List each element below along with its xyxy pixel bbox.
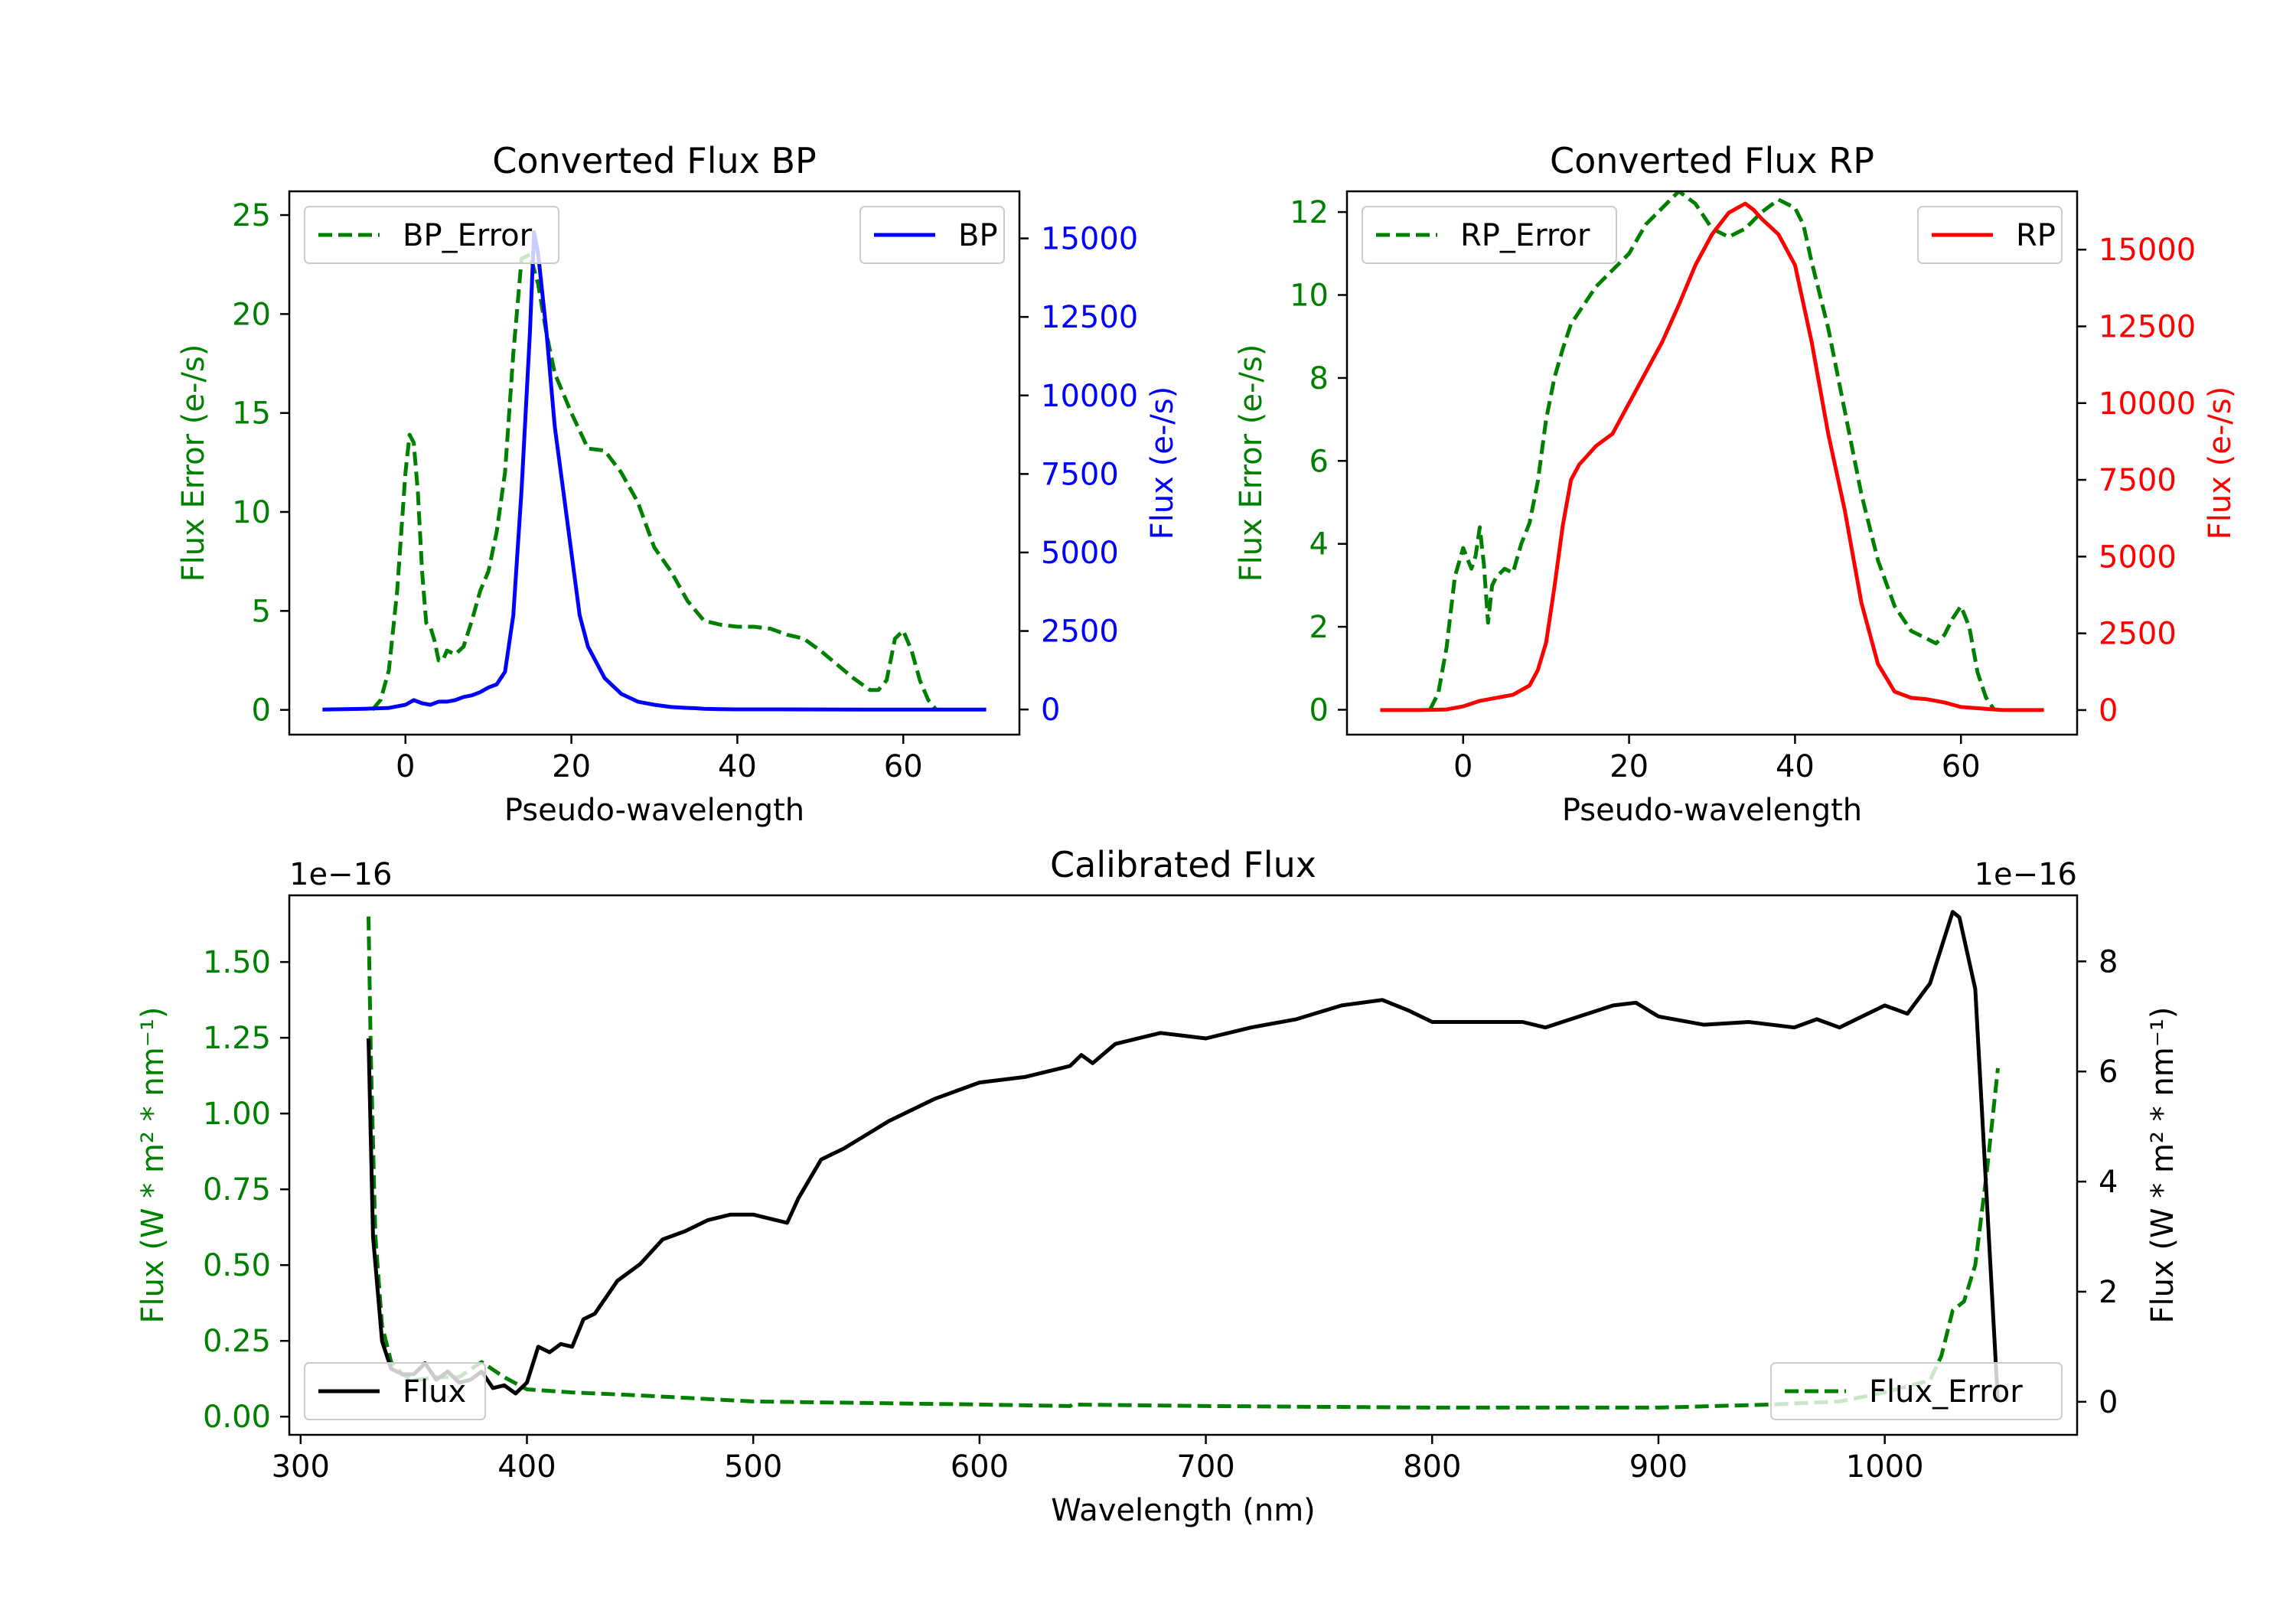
left-tick-label: 10 (1290, 278, 1329, 313)
bp-panel: 0 20 40 60 0 5 10 15 20 25 0 2500 5000 7500 10000 12500… (176, 140, 1180, 828)
x-tick-label: 1000 (1846, 1449, 1924, 1485)
series-line-flux (367, 910, 2000, 1402)
legend-rp-error: RP_Error (1362, 206, 1617, 264)
right-tick-label: 7500 (2099, 463, 2177, 498)
series-line-rp (1380, 201, 2044, 712)
x-tick-label: 500 (724, 1449, 782, 1485)
x-tick-label: 40 (718, 749, 757, 784)
right-tick-label: 0 (2099, 1385, 2118, 1420)
legend-box (304, 1362, 486, 1420)
left-tick-label: 1.25 (203, 1021, 271, 1056)
x-axis-label: Pseudo-wavelength (1562, 793, 1862, 828)
x-tick-label: 0 (396, 749, 415, 784)
right-offset-text: 1e−16 (1975, 857, 2077, 892)
right-axis-label: Flux (W * m² * nm⁻¹) (2145, 1007, 2180, 1324)
legend-rp: RP (1917, 206, 2063, 264)
x-tick-label: 900 (1629, 1449, 1688, 1485)
right-tick-label: 0 (1041, 693, 1060, 728)
right-tick-label: 15000 (2099, 233, 2196, 268)
right-axis-label: Flux (e-/s) (2203, 386, 2238, 539)
legend-box (1362, 206, 1617, 264)
right-tick-label: 2500 (2099, 617, 2177, 652)
legend-label: Flux_Error (1869, 1374, 2023, 1410)
right-tick-label: 7500 (1041, 457, 1119, 492)
x-tick-label: 40 (1776, 749, 1815, 784)
series-line-flux-error (367, 916, 2000, 1410)
left-tick-label: 25 (232, 198, 271, 233)
x-tick-label: 400 (497, 1449, 556, 1485)
x-tick-label: 20 (552, 749, 591, 784)
left-tick-label: 1.50 (203, 945, 271, 980)
right-tick-label: 10000 (1041, 379, 1138, 414)
left-tick-label: 5 (252, 594, 271, 629)
legend-box (304, 206, 559, 264)
right-tick-label: 6 (2099, 1054, 2118, 1090)
right-axis-label: Flux (e-/s) (1145, 386, 1180, 539)
legend-label: RP_Error (1460, 218, 1590, 253)
left-tick-label: 20 (232, 297, 271, 332)
left-tick-label: 15 (232, 396, 271, 432)
left-offset-text: 1e−16 (289, 857, 392, 892)
x-tick-label: 800 (1403, 1449, 1461, 1485)
left-tick-label: 8 (1309, 361, 1329, 396)
x-tick-label: 600 (951, 1449, 1009, 1485)
left-tick-label: 0.25 (203, 1324, 271, 1359)
left-tick-label: 12 (1290, 195, 1329, 230)
left-tick-label: 10 (232, 495, 271, 530)
left-tick-label: 0 (1309, 693, 1329, 728)
legend-flux: Flux (304, 1362, 486, 1420)
x-tick-label: 0 (1453, 749, 1473, 784)
left-tick-label: 0.50 (203, 1248, 271, 1283)
series-line-bp-error (370, 253, 938, 712)
plot-frame (288, 190, 1021, 736)
left-tick-label: 2 (1309, 610, 1329, 645)
chart-title: Converted Flux RP (1550, 140, 1874, 181)
right-tick-label: 15000 (1041, 222, 1138, 257)
legend-label: BP (958, 218, 998, 253)
right-tick-label: 4 (2099, 1165, 2118, 1200)
x-axis-label: Wavelength (nm) (1051, 1493, 1316, 1528)
plot-frame (1345, 190, 2079, 736)
left-tick-label: 0 (252, 693, 271, 729)
legend-box (1770, 1362, 2063, 1420)
left-tick-label: 4 (1309, 527, 1329, 562)
legend-label: RP (2016, 218, 2056, 253)
chart-title: Calibrated Flux (1050, 844, 1316, 885)
left-tick-label: 0.00 (203, 1400, 271, 1435)
right-tick-label: 2500 (1041, 614, 1119, 650)
x-tick-label: 60 (1942, 749, 1981, 784)
right-tick-label: 5000 (1041, 536, 1119, 571)
x-tick-label: 300 (272, 1449, 330, 1485)
x-tick-label: 700 (1176, 1449, 1234, 1485)
right-tick-label: 12500 (1041, 300, 1138, 335)
calibrated-panel: 300 400 500 600 700 800 900 1000 0.00 0.25 0.50 0.7… (135, 844, 2180, 1528)
left-tick-label: 6 (1309, 444, 1329, 479)
left-axis-label: Flux Error (e-/s) (1234, 344, 1269, 582)
right-tick-label: 8 (2099, 944, 2118, 980)
legend-bp-error: BP_Error (304, 206, 559, 264)
x-axis-label: Pseudo-wavelength (504, 793, 804, 828)
legend-label: BP_Error (403, 218, 533, 253)
x-tick-label: 20 (1609, 749, 1649, 784)
chart-title: Converted Flux BP (492, 140, 817, 181)
left-tick-label: 1.00 (203, 1097, 271, 1132)
right-tick-label: 12500 (2099, 309, 2196, 344)
legend-label: Flux (403, 1374, 466, 1410)
right-tick-label: 10000 (2099, 386, 2196, 422)
legend-bp: BP (859, 206, 1005, 264)
series-line-rp-error (1428, 191, 1996, 711)
right-tick-label: 0 (2099, 693, 2118, 729)
left-tick-label: 0.75 (203, 1172, 271, 1208)
plot-frame (288, 894, 2079, 1436)
right-tick-label: 2 (2099, 1275, 2118, 1310)
left-axis-label: Flux Error (e-/s) (176, 344, 211, 582)
rp-panel: 0 20 40 60 0 2 4 6 8 10 12 0 2500 5000 7500 10000 12500 1… (1234, 140, 2238, 828)
legend-flux-error: Flux_Error (1770, 1362, 2063, 1420)
right-tick-label: 5000 (2099, 539, 2177, 575)
left-axis-label: Flux (W * m² * nm⁻¹) (135, 1007, 171, 1324)
x-tick-label: 60 (884, 749, 923, 784)
series-line-bp (322, 230, 987, 712)
